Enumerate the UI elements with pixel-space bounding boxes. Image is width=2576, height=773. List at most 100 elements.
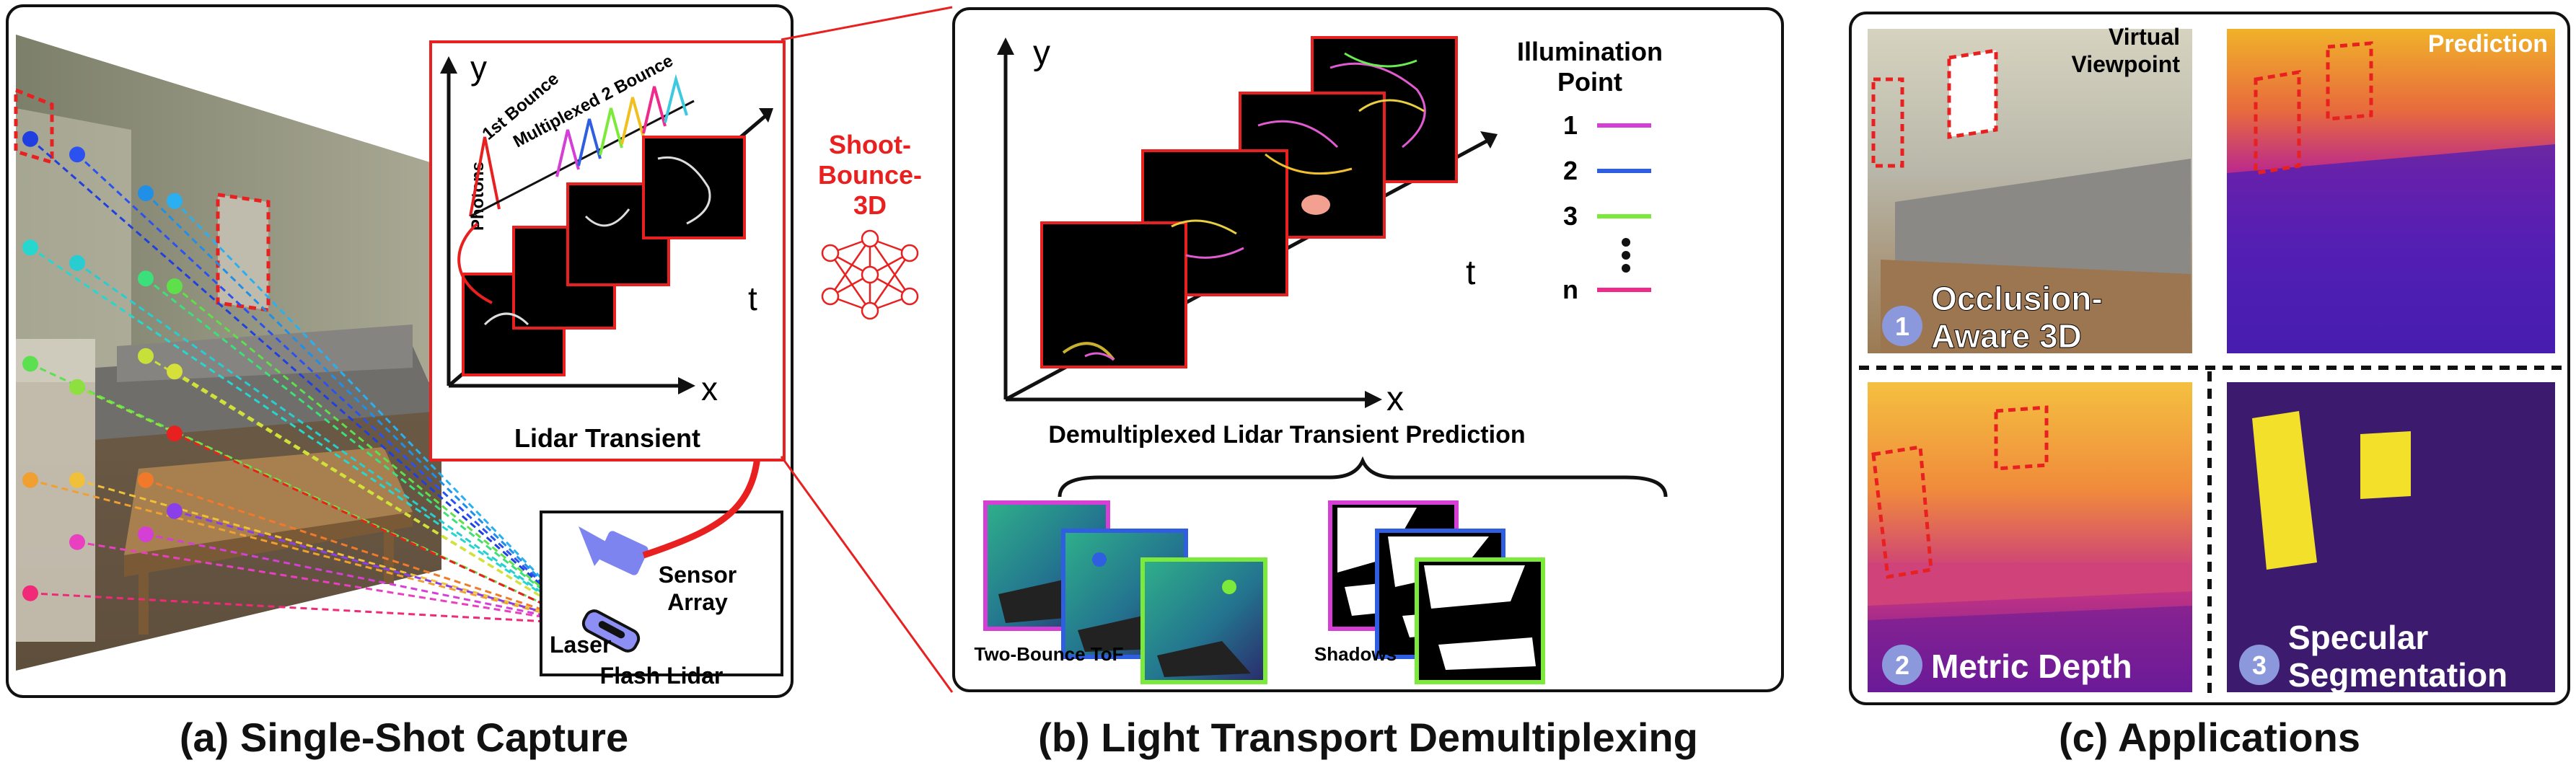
illumination-point [167,278,183,294]
prediction-axis-x: x [1386,380,1404,418]
prediction-title: Demultiplexed Lidar Transient Prediction [1048,421,1525,449]
illumination-point [138,472,154,488]
illumination-ray [30,592,586,625]
illumination-ray [76,479,586,625]
legend-title-2: Point [1557,67,1622,97]
illumination-point [69,472,85,488]
shadows-label: Shadows [1314,643,1397,665]
illumination-ray [76,262,586,625]
illumination-point [69,146,85,163]
app1-number: 1 [1895,312,1909,341]
virtual-viewpoint-image [1868,29,2192,353]
laser-label: Laser [550,632,611,658]
app2-label: Metric Depth [1931,648,2132,685]
legend-label-3: 3 [1563,201,1578,231]
app3-number: 3 [2252,650,2267,680]
illumination-point [69,255,85,271]
illumination-ray [174,370,586,625]
caption-b: (b) Light Transport Demultiplexing [1038,715,1698,760]
virtual-viewpoint-label-1: Virtual [2109,24,2180,50]
first-bounce-arrow [457,222,493,304]
neural-network-icon [821,229,919,320]
illumination-ray [145,479,586,625]
transient-axis-y: y [470,49,487,87]
illumination-point [22,131,38,147]
illumination-ray [30,479,586,625]
laser-icon [581,609,641,653]
flash-lidar-label: Flash Lidar [600,663,724,689]
legend-label-n: n [1562,275,1578,304]
flash-lidar-box [540,511,783,676]
illumination-point [22,585,38,601]
tof-label: Two-Bounce ToF [975,643,1124,665]
illumination-point [167,363,183,380]
caption-c: (c) Applications [2059,715,2360,760]
prediction-label: Prediction [2428,30,2548,58]
app1-badge [1882,306,1922,346]
metric-depth-image [1868,382,2192,692]
sensor-label-2: Array [667,589,728,615]
legend-label-1: 1 [1563,110,1578,140]
illumination-point [138,348,154,364]
room-scene [14,35,441,671]
app2-badge [1882,645,1922,685]
illumination-ray [30,138,586,625]
prediction-axis-y: y [1033,34,1050,72]
illumination-ray [174,285,586,625]
transient-axis-t: t [748,280,757,317]
network-block: Shoot- Bounce- 3D [798,130,942,346]
sensor-array-icon [579,526,649,575]
illumination-points [22,131,183,601]
illumination-rays [30,138,587,625]
app3-label-1: Specular [2288,619,2428,656]
app1-label-1: Occlusion- [1931,280,2103,317]
transient-frames [462,136,746,376]
demultiplexing-illustration: y x t Demultiplexed Lidar Transient Pred… [975,34,1668,684]
illumination-point [138,185,154,201]
app2-number: 2 [1895,650,1909,680]
app3-badge [2239,645,2280,685]
brace [1058,456,1668,498]
prediction-frames [1040,36,1458,368]
illumination-ray [145,278,586,625]
panel-demultiplexing: y x t Demultiplexed Lidar Transient Pred… [952,7,1784,692]
panel-single-shot-capture: Sensor Array Laser Flash Lidar y x t Pho… [6,4,794,698]
illumination-ray [76,154,587,625]
illumination-point [138,526,154,542]
applications-illustration: Virtual Viewpoint Prediction 1 [1859,24,2562,698]
virtual-viewpoint-label-2: Viewpoint [2071,51,2180,77]
illumination-ray [173,200,587,625]
app1-label-2: Aware 3D [1931,317,2082,355]
tof-images [983,500,1267,684]
illumination-point [69,379,85,395]
capture-illustration: Sensor Array Laser Flash Lidar y x t Pho… [14,35,786,689]
illumination-point [22,355,38,372]
illumination-ray [30,247,586,625]
illumination-ray [144,192,587,625]
transient-waveforms [469,74,695,218]
illumination-point [167,193,183,209]
specular-segmentation-image [2227,382,2555,692]
illumination-ray [174,510,586,625]
lidar-transient-title: Lidar Transient [514,423,700,453]
panel-applications: Virtual Viewpoint Prediction 1 [1849,12,2570,705]
shadow-images [1328,500,1545,684]
legend-label-2: 2 [1563,156,1578,185]
illumination-point [167,503,183,519]
prediction-axis-t: t [1466,254,1475,292]
network-name-1: Shoot- [829,130,911,159]
legend-title-1: Illumination [1517,37,1663,66]
app3-label-2: Segmentation [2288,656,2507,694]
network-name-2: Bounce- [818,160,922,190]
illumination-point [22,239,38,256]
transient-axis-x: x [701,370,718,407]
legend-ellipsis [1622,238,1630,273]
illumination-point [22,472,38,488]
sensor-label-1: Sensor [659,562,737,588]
prediction-image [2227,29,2555,353]
caption-a: (a) Single-Shot Capture [179,715,629,760]
illumination-point [167,425,183,442]
illumination-point [69,534,85,550]
illumination-point [138,270,154,287]
illumination-ray [145,533,586,625]
